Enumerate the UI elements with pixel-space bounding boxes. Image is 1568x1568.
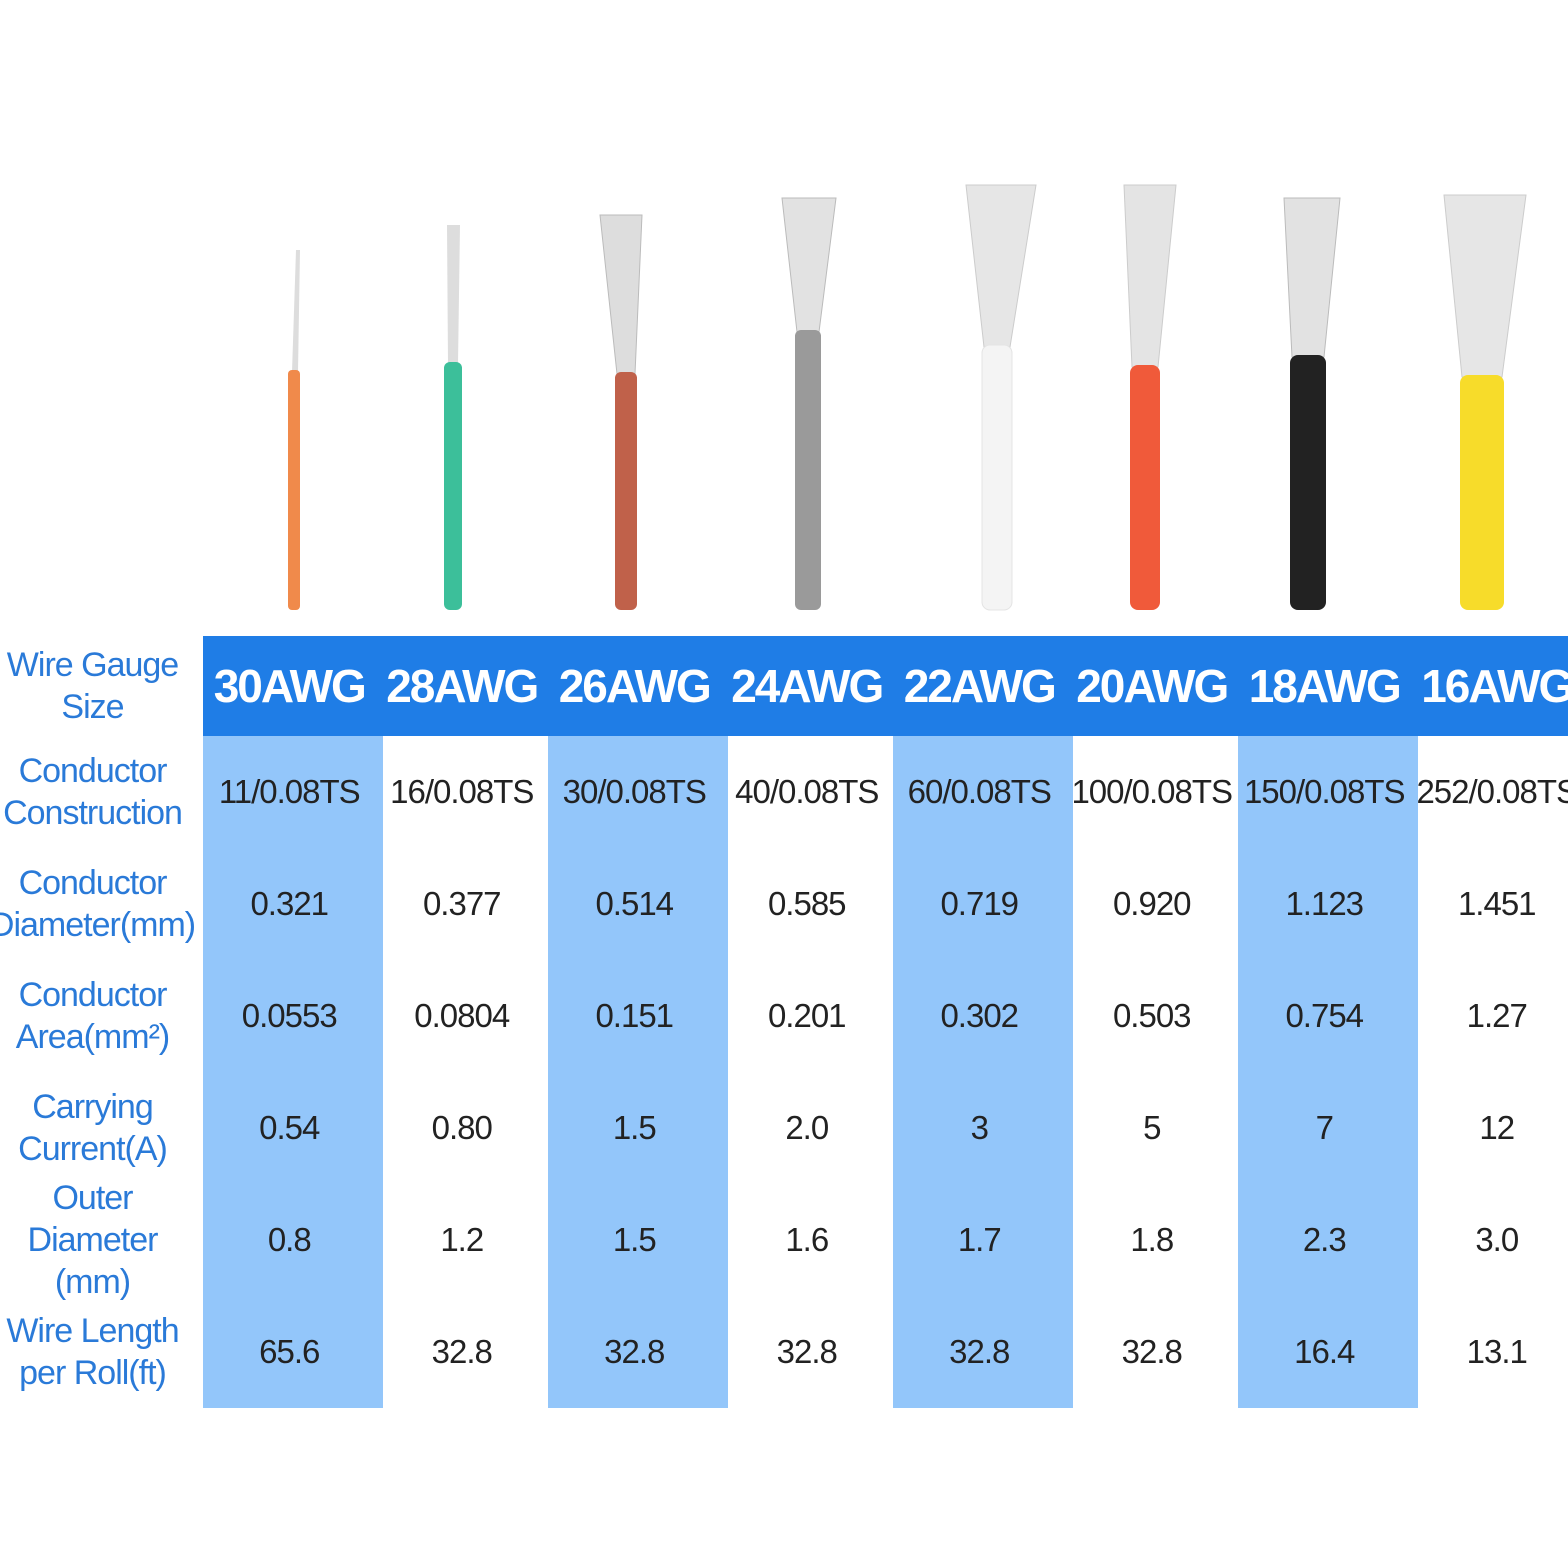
table-cell: 32.8 — [1121, 1333, 1183, 1370]
table-cell: 3 — [970, 1109, 989, 1146]
table-cell: 0.321 — [250, 885, 329, 922]
table-cell: 1.5 — [612, 1109, 657, 1146]
table-cell: 16.4 — [1294, 1333, 1355, 1370]
table-cell: 0.151 — [595, 997, 674, 1034]
row-label: Outer Diameter (mm) — [27, 1179, 159, 1301]
column-header: 16AWG — [1421, 660, 1568, 712]
table-cell: 2.3 — [1302, 1221, 1347, 1258]
table-cell: 0.201 — [767, 997, 847, 1034]
table-cell: 0.302 — [940, 997, 1019, 1034]
row-label: Conductor Diameter(mm) — [0, 864, 196, 944]
table-cell: 1.6 — [785, 1221, 829, 1258]
table-cell: 0.80 — [431, 1109, 493, 1146]
column-header: 30AWG — [213, 660, 367, 712]
wire-photos — [288, 184, 1527, 611]
column-highlight — [548, 736, 728, 1408]
table-cell: 0.8 — [267, 1221, 312, 1258]
wire — [599, 214, 643, 610]
table-cell: 1.27 — [1466, 997, 1528, 1034]
wire — [444, 225, 462, 610]
table-cell: 1.451 — [1457, 885, 1537, 922]
table-cell: 13.1 — [1466, 1333, 1528, 1370]
table-cell: 100/0.08TS — [1071, 773, 1233, 810]
table-cell: 0.503 — [1112, 997, 1192, 1034]
table-cell: 30/0.08TS — [562, 773, 707, 810]
table-cell: 0.920 — [1112, 885, 1192, 922]
table-cell: 32.8 — [431, 1333, 493, 1370]
table-cell: 0.0553 — [241, 997, 338, 1034]
table-cell: 0.719 — [940, 885, 1019, 922]
header-bar — [203, 636, 1568, 736]
table-cell: 16/0.08TS — [390, 773, 534, 810]
table-cell: 5 — [1143, 1109, 1161, 1146]
column-header: 20AWG — [1076, 660, 1229, 712]
wire — [965, 184, 1037, 611]
column-header: 24AWG — [731, 660, 884, 712]
row-label: Conductor Area(mm²) — [15, 976, 170, 1056]
column-highlight — [893, 736, 1073, 1408]
wire — [1443, 194, 1527, 610]
column-header: 18AWG — [1248, 660, 1402, 712]
table-cell: 12 — [1479, 1109, 1515, 1146]
table-cell: 65.6 — [259, 1333, 320, 1370]
wire — [781, 197, 837, 610]
table-cell: 1.8 — [1130, 1221, 1174, 1258]
column-header: 28AWG — [386, 660, 539, 712]
table-cell: 2.0 — [785, 1109, 829, 1146]
table-cell: 0.54 — [259, 1109, 320, 1146]
table-cell: 32.8 — [776, 1333, 838, 1370]
table-cell: 1.7 — [957, 1221, 1002, 1258]
table-cell: 150/0.08TS — [1243, 773, 1406, 810]
table-cell: 252/0.08TS — [1416, 773, 1568, 810]
wire — [1123, 184, 1177, 610]
table-cell: 32.8 — [949, 1333, 1010, 1370]
table-cell: 1.2 — [440, 1221, 484, 1258]
table-cell: 32.8 — [604, 1333, 665, 1370]
row-label: Wire Length per Roll(ft) — [6, 1312, 179, 1392]
table-cell: 7 — [1315, 1109, 1334, 1146]
table-cell: 3.0 — [1475, 1221, 1519, 1258]
table-cell: 11/0.08TS — [218, 773, 361, 810]
column-header: 26AWG — [558, 660, 712, 712]
wire — [1283, 197, 1341, 610]
row-label: Carrying Current(A) — [18, 1088, 168, 1168]
table-cell: 0.585 — [767, 885, 847, 922]
table-cell: 1.123 — [1285, 885, 1364, 922]
column-highlight — [1238, 736, 1418, 1408]
table-cell: 40/0.08TS — [735, 773, 879, 810]
row-label: Wire Gauge Size — [6, 646, 179, 726]
table-cell: 60/0.08TS — [907, 773, 1052, 810]
table-cell: 0.754 — [1285, 997, 1364, 1034]
table-cell: 1.5 — [612, 1221, 657, 1258]
column-header: 22AWG — [903, 660, 1057, 712]
row-label: Conductor Construction — [3, 752, 183, 832]
table-cell: 0.377 — [422, 885, 502, 922]
table-cell: 0.0804 — [414, 997, 510, 1034]
wire — [288, 250, 300, 610]
table-cell: 0.514 — [595, 885, 674, 922]
column-highlight — [203, 736, 383, 1408]
